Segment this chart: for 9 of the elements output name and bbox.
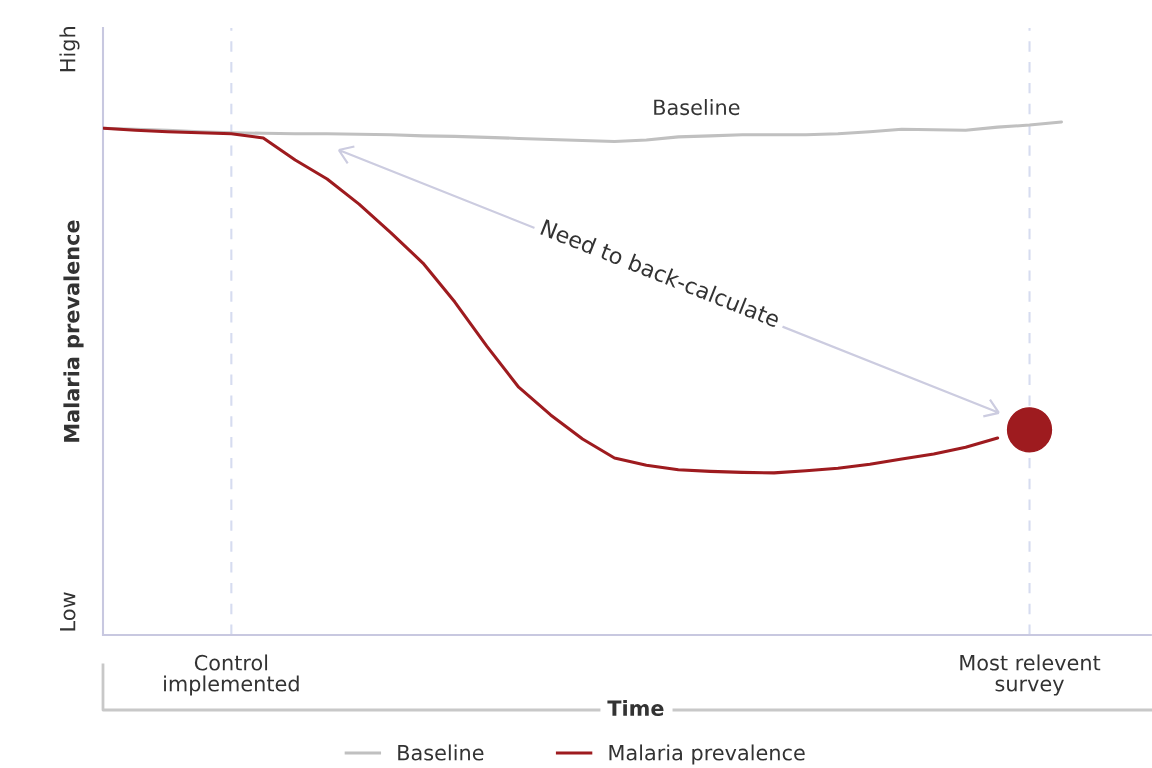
x-tick-label: Most relevent survey (960, 654, 1101, 696)
text: Baseline (654, 99, 740, 116)
legend-label: Malaria prevalence (609, 744, 805, 765)
legend-label: Baseline (398, 744, 484, 761)
x-axis-title: Time (607, 699, 664, 717)
x-tick-label: Control implemented (164, 654, 299, 696)
y-axis-title: Malaria prevalence (63, 220, 84, 442)
text: High (59, 27, 80, 72)
text: Low (60, 592, 76, 631)
